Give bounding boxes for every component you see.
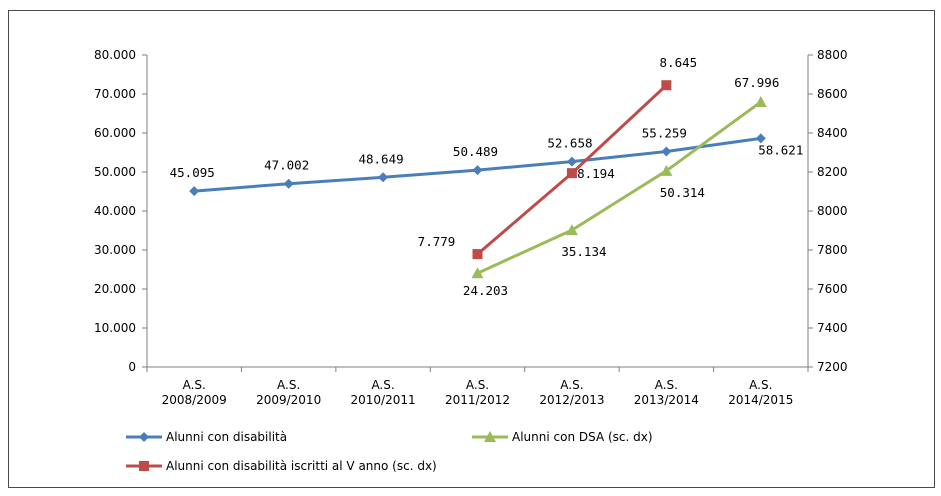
point-marker-disabilita — [472, 165, 483, 176]
left-tick-label: 20.000 — [94, 282, 136, 296]
legend-marker-v-anno — [139, 461, 149, 471]
right-tick-label: 8000 — [817, 204, 848, 218]
right-tick-label: 8600 — [817, 87, 848, 101]
right-tick-label: 8200 — [817, 165, 848, 179]
data-label-disabilita: 45.095 — [170, 165, 215, 180]
data-label-dsa: 67.996 — [734, 75, 779, 90]
point-marker-disabilita — [378, 172, 389, 183]
point-marker-v-anno — [661, 80, 672, 91]
legend-marker-disabilita — [139, 432, 149, 442]
point-marker-disabilita — [566, 156, 577, 167]
chart-frame — [8, 10, 935, 488]
x-tick-label: A.S. 2009/2010 — [256, 378, 321, 407]
point-marker-dsa — [660, 164, 673, 176]
left-tick-label: 30.000 — [94, 243, 136, 257]
legend-label-v-anno: Alunni con disabilità iscritti al V anno… — [166, 459, 437, 473]
x-tick-label: A.S. 2013/2014 — [634, 378, 699, 407]
data-label-disabilita: 58.621 — [758, 142, 803, 157]
axes: 0 10.000 20.000 30.000 40.000 50.000 60.000 70.… — [94, 48, 848, 407]
point-marker-dsa — [565, 224, 578, 236]
left-tick-label: 10.000 — [94, 321, 136, 335]
left-tick-label: 80.000 — [94, 48, 136, 62]
left-tick-label: 0 — [128, 360, 136, 374]
left-tick-label: 60.000 — [94, 126, 136, 140]
legend-label-dsa: Alunni con DSA (sc. dx) — [512, 430, 653, 444]
point-marker-dsa — [754, 95, 767, 107]
point-marker-dsa — [471, 267, 484, 279]
right-tick-label: 7400 — [817, 321, 848, 335]
data-label-dsa: 24.203 — [463, 283, 508, 298]
point-marker-v-anno — [566, 168, 577, 179]
right-tick-label: 7600 — [817, 282, 848, 296]
data-labels: 45.095 47.002 48.649 50.489 52.658 55.259 58.6… — [170, 55, 804, 298]
point-marker-disabilita — [755, 133, 766, 144]
data-label-disabilita: 47.002 — [264, 158, 309, 173]
series-line-dsa — [476, 100, 762, 275]
legend: Alunni con disabilità Alunni con DSA (sc.… — [126, 430, 653, 473]
x-tick-label: A.S. 2011/2012 — [445, 378, 510, 407]
x-tick-label: A.S. 2008/2009 — [162, 378, 227, 407]
data-label-disabilita: 52.658 — [547, 136, 592, 151]
series-layer — [189, 80, 767, 279]
x-tick-label: A.S. 2012/2013 — [539, 378, 604, 407]
data-label-dsa: 35.134 — [561, 244, 606, 259]
left-tick-label: 40.000 — [94, 204, 136, 218]
data-label-dsa: 50.314 — [660, 185, 705, 200]
data-label-v-anno: 8.645 — [660, 55, 698, 70]
right-tick-label: 8800 — [817, 48, 848, 62]
legend-label-disabilita: Alunni con disabilità — [166, 430, 287, 444]
point-marker-v-anno — [472, 249, 483, 260]
point-marker-disabilita — [283, 178, 294, 189]
data-label-v-anno: 7.779 — [418, 234, 456, 249]
right-tick-label: 8400 — [817, 126, 848, 140]
left-tick-label: 50.000 — [94, 165, 136, 179]
left-tick-label: 70.000 — [94, 87, 136, 101]
point-marker-disabilita — [661, 146, 672, 157]
data-label-disabilita: 55.259 — [642, 125, 687, 140]
data-label-disabilita: 48.649 — [358, 151, 403, 166]
right-tick-label: 7800 — [817, 243, 848, 257]
x-tick-label: A.S. 2010/2011 — [351, 378, 416, 407]
data-label-v-anno: 8.194 — [577, 166, 615, 181]
right-tick-label: 7200 — [817, 360, 848, 374]
legend-marker-dsa — [484, 431, 496, 442]
point-marker-disabilita — [189, 186, 200, 197]
data-label-disabilita: 50.489 — [453, 144, 498, 159]
x-tick-label: A.S. 2014/2015 — [728, 378, 793, 407]
